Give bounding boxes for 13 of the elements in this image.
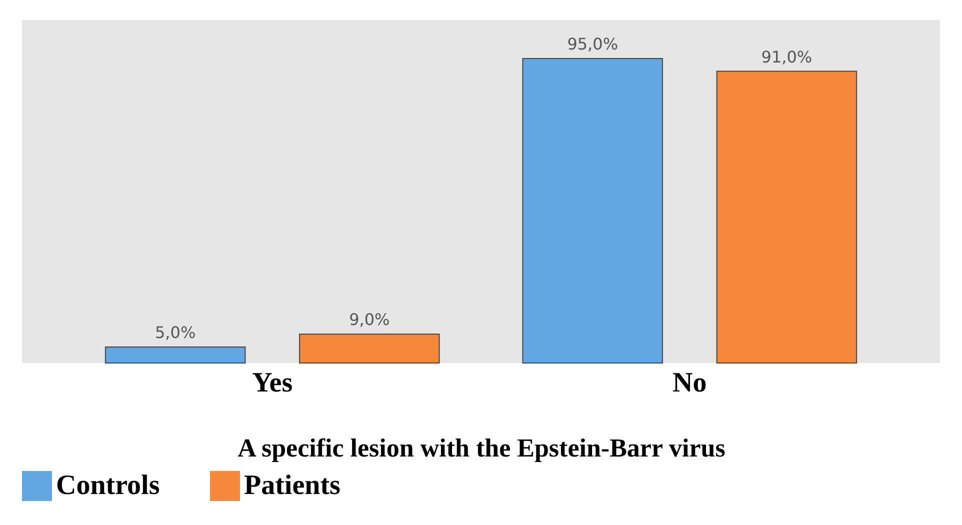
x-tick-label: No (672, 368, 707, 398)
x-tick-label: Yes (252, 368, 293, 398)
data-label: 91,0% (761, 47, 812, 66)
data-label: 5,0% (154, 322, 196, 342)
bar (716, 70, 858, 364)
data-label: 9,0% (349, 310, 390, 330)
x-axis-title: A specific lesion with the Epstein-Barr virus (238, 434, 726, 462)
data-label: 95,0% (567, 34, 618, 54)
legend-label: Patients (244, 470, 341, 501)
legend-label: Controls (56, 470, 160, 501)
bar (522, 58, 663, 364)
bar (299, 334, 440, 364)
bar (104, 346, 246, 364)
